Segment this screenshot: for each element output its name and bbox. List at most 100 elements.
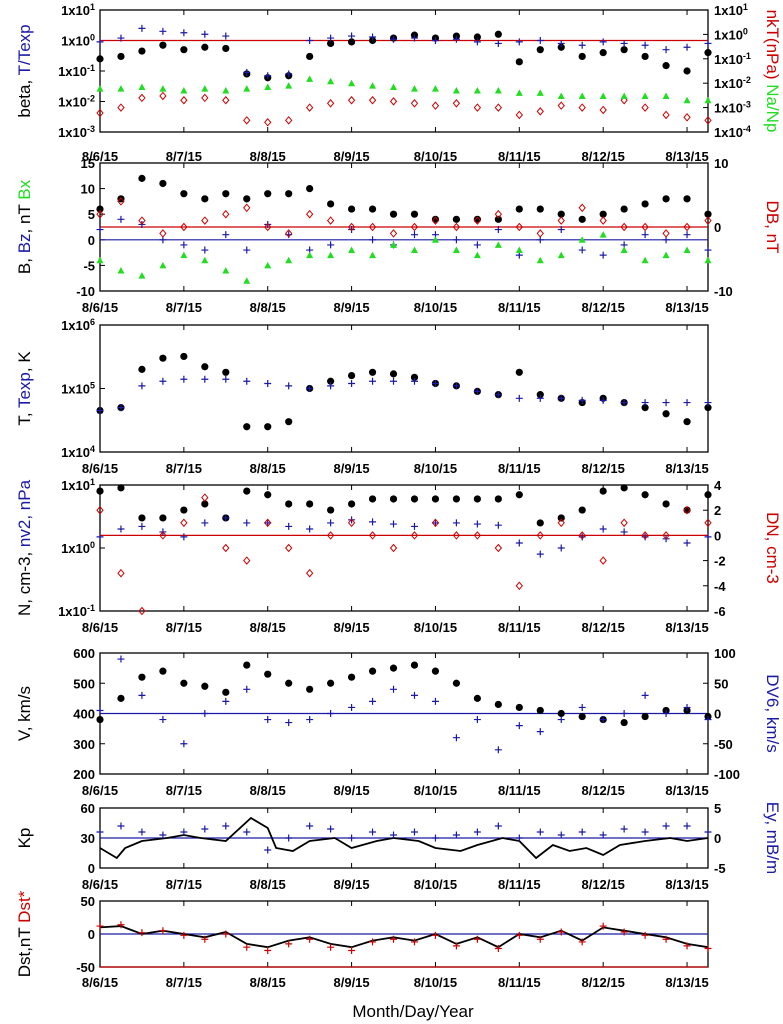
series-b-point: [431, 215, 440, 223]
series-t-texp-point: [327, 34, 335, 42]
series-t-texp-point: [285, 70, 293, 78]
series-nkt-npa-point: [641, 103, 649, 112]
panel-velocity-left-tick-label: 400: [73, 707, 95, 722]
series-ey-point: [264, 846, 272, 854]
series-v-point: [243, 661, 251, 669]
series-texp-point: [201, 375, 209, 383]
series-v-point: [620, 718, 628, 727]
series-bx-point: [494, 241, 502, 248]
series-db-point: [117, 197, 125, 206]
series-n-point: [452, 495, 461, 503]
series-b-point: [180, 190, 188, 198]
series-bz-point: [494, 226, 502, 234]
series-dv6-point: [494, 746, 502, 754]
series-t-point: [138, 365, 146, 373]
series-ey-point: [620, 825, 628, 833]
series-nkt-npa-point: [117, 103, 125, 112]
panel-plasma-beta-x-tick-label: 8/13/15: [665, 149, 708, 164]
series-bx-point: [96, 256, 104, 264]
series-db-point: [599, 216, 607, 225]
series-dn-point: [96, 505, 104, 515]
series-dv6-point: [599, 716, 607, 724]
panel-kp-ey-right-label: Ey, mB/m: [763, 802, 782, 874]
series-t-texp-point: [243, 68, 251, 76]
panel-magnetic-field-x-tick-label: 8/13/15: [665, 300, 708, 315]
series-ey-point: [683, 822, 691, 830]
panel-plasma-beta-left-tick-label: 1x101: [61, 2, 95, 18]
panel-plasma-beta-x-tick-label: 8/8/15: [250, 149, 286, 164]
series-texp-point: [515, 394, 523, 402]
panel-plasma-beta-left-tick-label: 1x100: [61, 33, 95, 49]
series-t-point: [222, 368, 230, 376]
series-beta-point: [662, 62, 670, 70]
series-ey-point: [557, 831, 565, 839]
series-nkt-npa-point: [494, 103, 503, 112]
series-dn-point: [389, 543, 398, 553]
series-bz-point: [201, 246, 209, 254]
series-n-point: [662, 500, 670, 508]
series-n-point: [368, 495, 377, 503]
x-axis-title: Month/Day/Year: [352, 1002, 474, 1021]
series-t-texp-point: [620, 39, 628, 47]
series-t-texp-point: [369, 33, 377, 41]
series-bx-point: [557, 251, 565, 259]
series-b-point: [347, 205, 356, 213]
series-db-point: [243, 203, 251, 213]
series-nv2-point: [620, 528, 628, 536]
series-texp-point: [494, 391, 502, 399]
series-n-point: [515, 491, 523, 499]
series-na-np-point: [641, 92, 649, 99]
series-dst-point: [285, 940, 293, 948]
series-n-point: [180, 506, 188, 514]
panel-plasma-beta-right-tick-label: 1x10-2: [714, 75, 751, 91]
series-beta-point: [683, 67, 691, 75]
series-dv6-point: [264, 716, 272, 724]
series-dv6-point: [96, 706, 104, 714]
panel-density-pressure-right-tick-label: 4: [714, 478, 722, 493]
series-b-point: [704, 210, 712, 218]
series-dv6-point: [452, 734, 460, 742]
series-texp-point: [222, 375, 230, 383]
series-db-point: [180, 222, 188, 232]
panel-plasma-beta-x-tick-label: 8/7/15: [166, 149, 202, 164]
series-dn-point: [641, 531, 649, 540]
series-texp-point: [704, 399, 712, 407]
series-n-point: [494, 495, 502, 503]
series-bx-point: [641, 256, 649, 264]
panel-magnetic-field-x-tick-label: 8/10/15: [414, 300, 457, 315]
series-dv6-point: [390, 685, 398, 693]
series-bz-point: [348, 226, 356, 234]
series-nkt-npa-point: [389, 97, 398, 106]
panel-temperature-x-tick-label: 8/11/15: [498, 461, 541, 476]
series-t-point: [683, 418, 691, 426]
series-bx-point: [390, 241, 398, 248]
series-nv2-point: [369, 518, 377, 526]
series-beta-point: [704, 49, 712, 57]
panel-magnetic-field-left-tick-label: 10: [81, 182, 95, 197]
series-db-point: [620, 222, 628, 232]
series-v-point: [578, 712, 586, 721]
panel-kp-ey-x-tick-label: 8/6/15: [82, 877, 118, 892]
panel-density-pressure-left-tick-label: 1x100: [61, 540, 95, 556]
series-v-point: [96, 715, 104, 724]
series-beta-point: [117, 52, 125, 61]
series-nv2-point: [96, 533, 104, 541]
series-dst-point: [201, 935, 209, 943]
series-b-point: [285, 190, 293, 198]
series-bx-point: [348, 246, 356, 254]
series-b-point: [410, 210, 419, 218]
series-nv2-point: [285, 522, 293, 530]
series-dst-point: [515, 931, 523, 939]
series-na-np-point: [264, 83, 272, 90]
series-db-point: [431, 216, 440, 225]
series-dv6-point: [243, 685, 251, 693]
series-dn-point: [662, 531, 670, 540]
series-ey-point: [390, 831, 398, 839]
series-t-texp-point: [264, 72, 272, 80]
series-dn-point: [201, 493, 209, 502]
series-nkt-npa-point: [243, 116, 251, 125]
series-t-texp-point: [515, 38, 523, 46]
series-t-point: [662, 410, 670, 418]
series-db-point: [704, 216, 712, 225]
series-ey-point: [222, 822, 230, 830]
